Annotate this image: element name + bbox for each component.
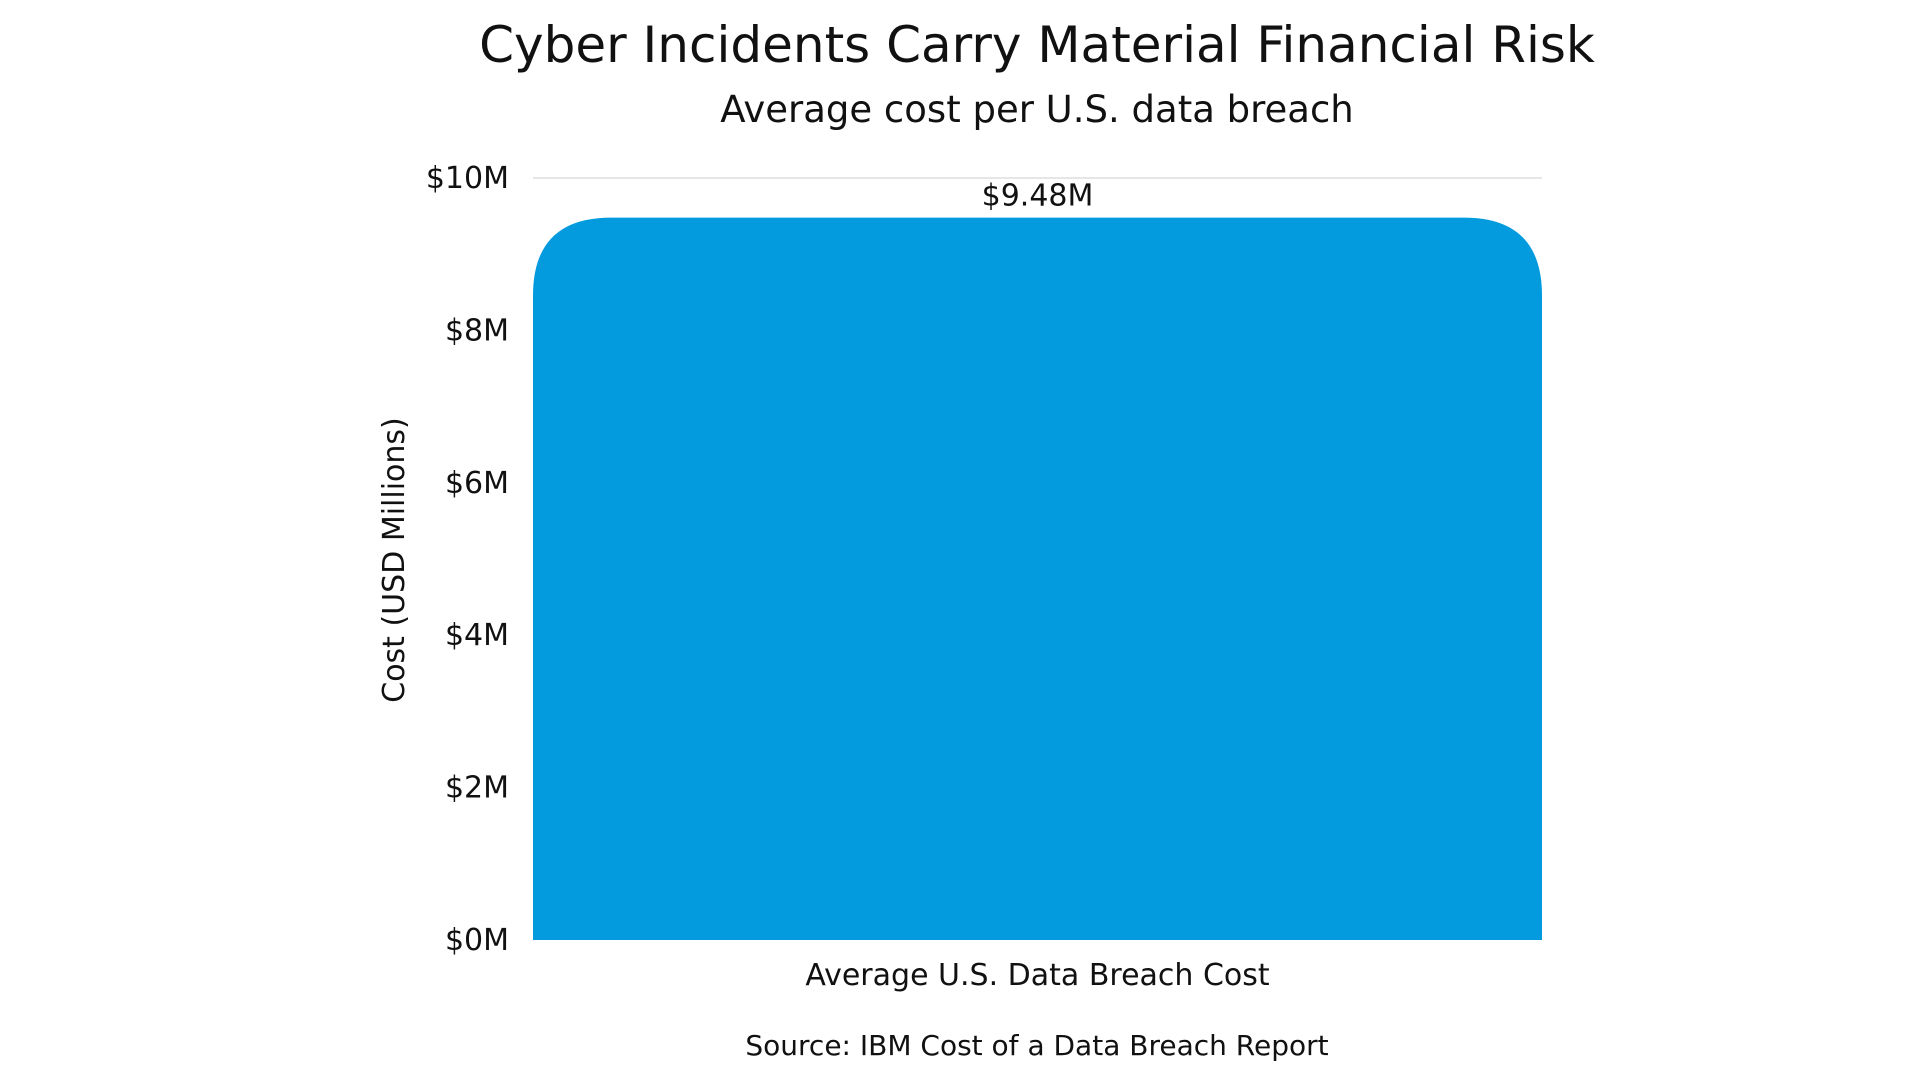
x-axis-category-labels: Average U.S. Data Breach Cost (805, 958, 1270, 993)
y-tick-label: $2M (445, 771, 509, 806)
y-axis-tick-labels: $0M $2M $4M $6M $8M $10M (426, 161, 509, 958)
data-labels: $9.48M (982, 179, 1094, 214)
bars (533, 217, 1542, 940)
x-category-label: Average U.S. Data Breach Cost (805, 958, 1270, 993)
y-tick-label: $6M (445, 466, 509, 501)
bar-value-label: $9.48M (982, 179, 1094, 214)
y-tick-label: $8M (445, 313, 509, 348)
y-tick-label: $10M (426, 161, 509, 196)
chart-title: Cyber Incidents Carry Material Financial… (479, 16, 1595, 74)
chart-subtitle: Average cost per U.S. data breach (720, 88, 1354, 131)
y-axis-label: Cost (USD Millions) (377, 417, 412, 703)
source-note: Source: IBM Cost of a Data Breach Report (745, 1029, 1328, 1062)
y-tick-label: $0M (445, 923, 509, 958)
y-tick-label: $4M (445, 618, 509, 653)
bar (533, 217, 1542, 940)
